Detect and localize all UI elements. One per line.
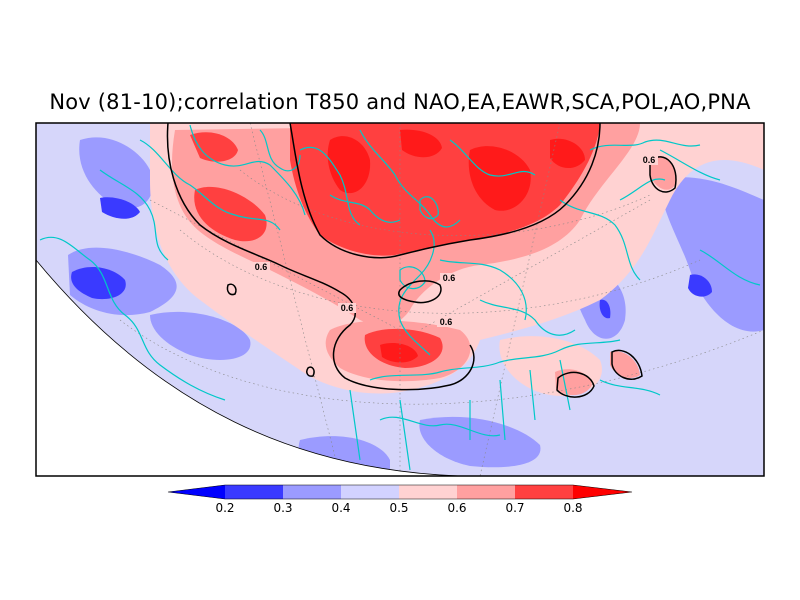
field-band-0-3 xyxy=(79,137,153,209)
field-band-0-8 xyxy=(400,129,442,158)
field-band-0-8 xyxy=(468,146,531,211)
contour-label-bg xyxy=(252,262,270,272)
coastlines xyxy=(39,124,761,471)
contour-label: 0.6 xyxy=(443,273,456,283)
contour-label: 0.6 xyxy=(255,262,268,272)
colorbar-tick-label: 0.6 xyxy=(447,501,467,515)
colorbar xyxy=(167,484,633,500)
colorbar-box xyxy=(341,485,399,499)
colorbar-tick-label: 0.2 xyxy=(215,501,235,515)
colorbar-box xyxy=(399,485,457,499)
contour-label: 0.6 xyxy=(643,155,656,165)
field-band-0-7 xyxy=(190,132,238,162)
field-band-0-2 xyxy=(100,197,140,219)
contour-labels: 0.6 0.6 0.6 0.6 0.6 xyxy=(252,155,658,327)
field-band-0-2 xyxy=(71,266,126,300)
contour-label-bg xyxy=(437,317,455,327)
field-band-0-3 xyxy=(419,416,541,468)
field-band-0-6 xyxy=(610,351,640,379)
field-band-0-2 xyxy=(688,274,712,297)
correlation-field: 0.6 0.6 0.6 0.6 0.6 xyxy=(36,123,764,476)
colorbar-tick-label: 0.5 xyxy=(389,501,409,515)
colorbar-outline xyxy=(167,484,633,500)
colorbar-box xyxy=(515,485,573,499)
chart-title: Nov (81-10);correlation T850 and NAO,EA,… xyxy=(49,90,751,114)
colorbar-arrow-left xyxy=(168,485,225,499)
contour-label-bg xyxy=(440,273,458,283)
field-band-0-6 xyxy=(555,369,592,396)
colorbar-box xyxy=(283,485,341,499)
colorbar-tick-label: 0.8 xyxy=(563,501,583,515)
graticule xyxy=(119,123,764,476)
contour-label-bg xyxy=(640,155,658,165)
hemisphere-rim xyxy=(35,259,461,477)
map-frame xyxy=(35,122,765,477)
contour-label: 0.6 xyxy=(440,317,453,327)
colorbar-box xyxy=(225,485,283,499)
colorbar-arrow-right xyxy=(573,485,632,499)
field-band-0-3 xyxy=(660,177,764,332)
field-band-0-8 xyxy=(380,343,418,363)
field-band-0-8 xyxy=(327,136,371,194)
contour-label: 0.6 xyxy=(341,303,354,313)
contour-label-bg xyxy=(338,303,356,313)
colorbar-box xyxy=(457,485,515,499)
colorbar-tick-label: 0.3 xyxy=(273,501,293,515)
field-band-0-2 xyxy=(599,299,611,319)
colorbar-tick-label: 0.7 xyxy=(505,501,525,515)
field-band-0-8 xyxy=(550,138,585,169)
colorbar-tick-label: 0.4 xyxy=(331,501,351,515)
field-band-0-3 xyxy=(150,311,251,360)
